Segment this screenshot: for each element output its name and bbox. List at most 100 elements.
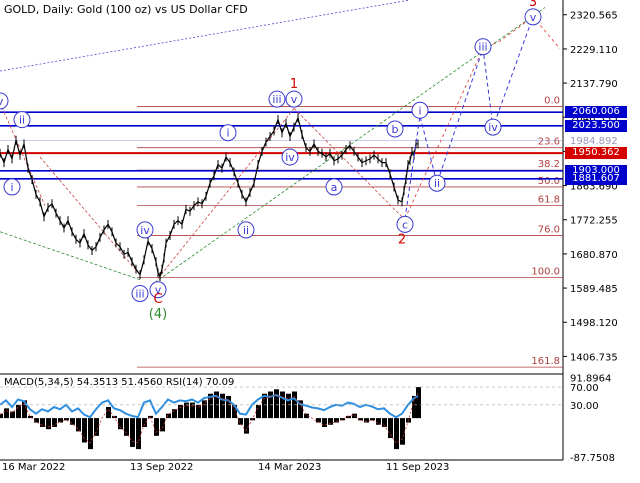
wave-label: a <box>331 181 338 194</box>
macd-bar <box>244 418 249 434</box>
macd-bar <box>304 413 309 419</box>
macd-bar <box>382 418 387 427</box>
rsi-line <box>0 393 419 419</box>
wave-label: v <box>0 95 4 108</box>
indicator-tick-label: 70.00 <box>570 383 599 394</box>
wave-label-circle <box>237 221 255 239</box>
y-tick-label: 1589.485 <box>570 284 618 295</box>
wave-label-circle <box>386 120 404 138</box>
wave-label: i <box>10 181 13 194</box>
fib-level-label: 61.8 <box>538 195 560 206</box>
macd-bar <box>10 411 15 419</box>
macd-bar <box>416 387 421 419</box>
wave-label: (4) <box>149 307 167 322</box>
fib-level-label: 23.6 <box>538 137 560 148</box>
indicator-tick-label: 30.00 <box>570 401 599 412</box>
wave-label: iv <box>140 224 150 237</box>
macd-bar <box>238 418 243 425</box>
y-tick-label: 2229.110 <box>570 45 618 56</box>
macd-bar <box>226 395 231 419</box>
x-tick-label: 13 Sep 2022 <box>130 462 194 473</box>
wave-label: c <box>402 218 408 231</box>
macd-bar <box>22 400 27 419</box>
wave-label: i <box>226 127 229 140</box>
x-tick-label: 16 Mar 2022 <box>2 462 66 473</box>
price-level-box: 2023.500 <box>565 119 627 132</box>
macd-bar <box>286 393 291 419</box>
macd-bar <box>4 408 9 419</box>
fib-level-label: 161.8 <box>531 356 560 367</box>
macd-bar <box>40 418 45 427</box>
macd-bar <box>358 418 363 421</box>
macd-bar <box>400 418 405 445</box>
chart-title: GOLD, Daily: Gold (100 oz) vs US Dollar … <box>4 3 248 16</box>
y-tick-label: 1406.735 <box>570 352 618 363</box>
wave-label: ii <box>243 224 249 237</box>
wave-label: iii <box>135 287 144 300</box>
macd-bar <box>334 418 339 423</box>
wave-label: 2 <box>398 232 406 247</box>
price-level-box: 2060.006 <box>565 106 627 119</box>
macd-bar <box>208 393 213 419</box>
wave-label: iii <box>478 41 487 54</box>
wave-label-circle <box>411 101 429 119</box>
trendline-wave <box>293 108 403 218</box>
macd-bar <box>370 418 375 421</box>
macd-bar <box>88 418 93 450</box>
macd-bar <box>388 418 393 439</box>
wave-label: iv <box>285 151 295 164</box>
macd-bar <box>52 418 57 427</box>
wave-label: b <box>392 123 399 136</box>
y-tick-label: 2137.790 <box>570 79 618 90</box>
indicator-tick-label: 91.8964 <box>570 373 611 384</box>
wave-label: 1 <box>290 77 298 92</box>
macd-bar <box>154 418 159 436</box>
y-tick-label: 2320.565 <box>570 11 618 22</box>
macd-bar <box>262 393 267 419</box>
wave-label: i <box>418 104 421 117</box>
wave-label-circle <box>13 111 31 129</box>
macd-bar <box>70 418 75 425</box>
macd-bar <box>28 415 33 419</box>
fib-level-label: 0.0 <box>544 96 560 107</box>
macd-bar <box>172 409 177 419</box>
wave-label-circle <box>149 281 167 299</box>
wave-label: ii <box>19 114 25 127</box>
macd-bar <box>256 404 261 419</box>
macd-bar <box>94 418 99 436</box>
macd-bar <box>298 400 303 419</box>
macd-bar <box>184 402 189 419</box>
macd-bar <box>142 418 147 427</box>
indicator-tick-label: -87.7508 <box>570 453 615 464</box>
wave-label: iv <box>488 121 498 134</box>
price-line <box>0 115 418 279</box>
forecast-path <box>404 16 534 219</box>
wave-label: v <box>291 93 298 106</box>
macd-bar <box>412 395 417 419</box>
macd-bar <box>364 418 369 423</box>
macd-bar <box>316 418 321 423</box>
macd-bar <box>124 418 129 436</box>
macd-bar <box>352 413 357 419</box>
price-level-box: 1950.362 <box>565 147 627 160</box>
macd-bar <box>220 393 225 419</box>
indicator-label: MACD(5,34,5) 54.3513 51.4560 RSI(14) 70.… <box>4 377 235 388</box>
wave-label-circle <box>3 178 21 196</box>
fib-level-label: 76.0 <box>538 225 560 236</box>
wave-label: v <box>155 284 162 297</box>
y-tick-label: 1498.120 <box>570 318 618 329</box>
wave-label-circle <box>268 90 286 108</box>
macd-bar <box>376 418 381 425</box>
y-tick-label: 1772.255 <box>570 216 618 227</box>
macd-bar <box>130 418 135 447</box>
macd-bar <box>178 404 183 419</box>
macd-bar <box>46 418 51 430</box>
macd-bar <box>82 418 87 443</box>
macd-bar <box>16 404 21 419</box>
wave-label: ii <box>434 177 440 190</box>
macd-bar <box>346 415 351 419</box>
forecast-path-alt <box>404 16 561 219</box>
macd-bar <box>118 418 123 430</box>
